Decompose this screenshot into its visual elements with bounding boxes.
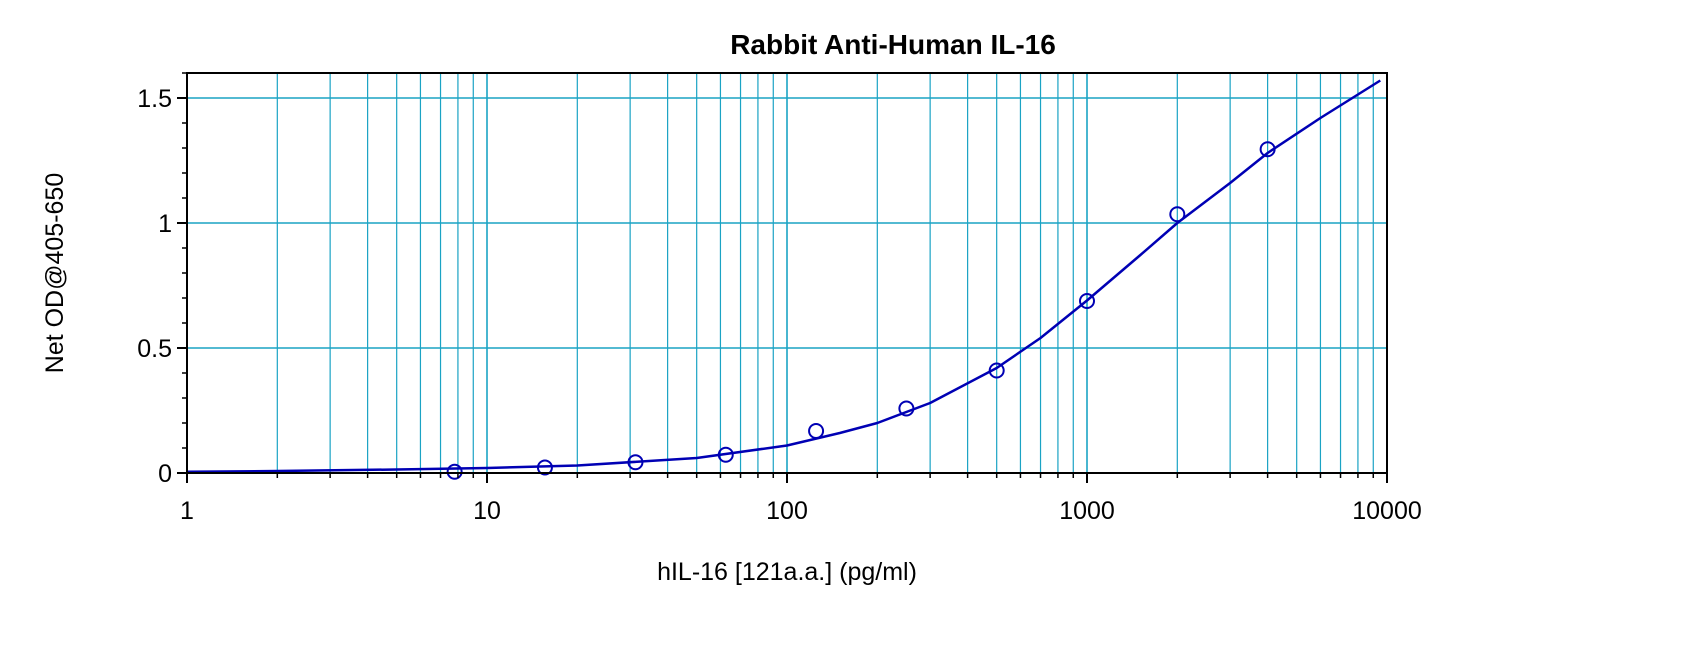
grid-layer bbox=[187, 73, 1387, 473]
data-point bbox=[717, 446, 734, 463]
data-point bbox=[627, 454, 644, 471]
x-tick-label: 10 bbox=[473, 497, 501, 525]
data-point bbox=[808, 423, 825, 439]
data-point bbox=[1079, 293, 1095, 309]
x-tick-label: 1 bbox=[180, 497, 194, 525]
y-axis-label: Net OD@405-650 bbox=[41, 173, 69, 373]
y-tick-label: 0.5 bbox=[137, 335, 172, 363]
fit-curve bbox=[186, 79, 1381, 474]
x-tick-label: 1000 bbox=[1059, 497, 1115, 525]
tick-layer: 1 10 100 1000 10000 0 0.5 1 1.5 bbox=[137, 72, 1422, 525]
x-tick-label: 10000 bbox=[1352, 497, 1422, 525]
chart-title: Rabbit Anti-Human IL-16 bbox=[730, 29, 1056, 60]
y-tick-label: 0 bbox=[158, 460, 172, 488]
data-point bbox=[898, 400, 915, 417]
data-point bbox=[446, 463, 463, 480]
x-axis-label: hIL-16 [121a.a.] (pg/ml) bbox=[657, 558, 917, 586]
points-layer bbox=[446, 141, 1276, 480]
x-tick-label: 100 bbox=[766, 497, 808, 525]
data-point bbox=[1169, 206, 1186, 223]
data-point bbox=[1259, 141, 1276, 158]
data-point bbox=[536, 459, 553, 476]
curve-layer bbox=[186, 79, 1381, 474]
y-tick-label: 1.5 bbox=[137, 85, 172, 113]
y-tick-label: 1 bbox=[158, 210, 172, 238]
data-point bbox=[988, 362, 1005, 379]
